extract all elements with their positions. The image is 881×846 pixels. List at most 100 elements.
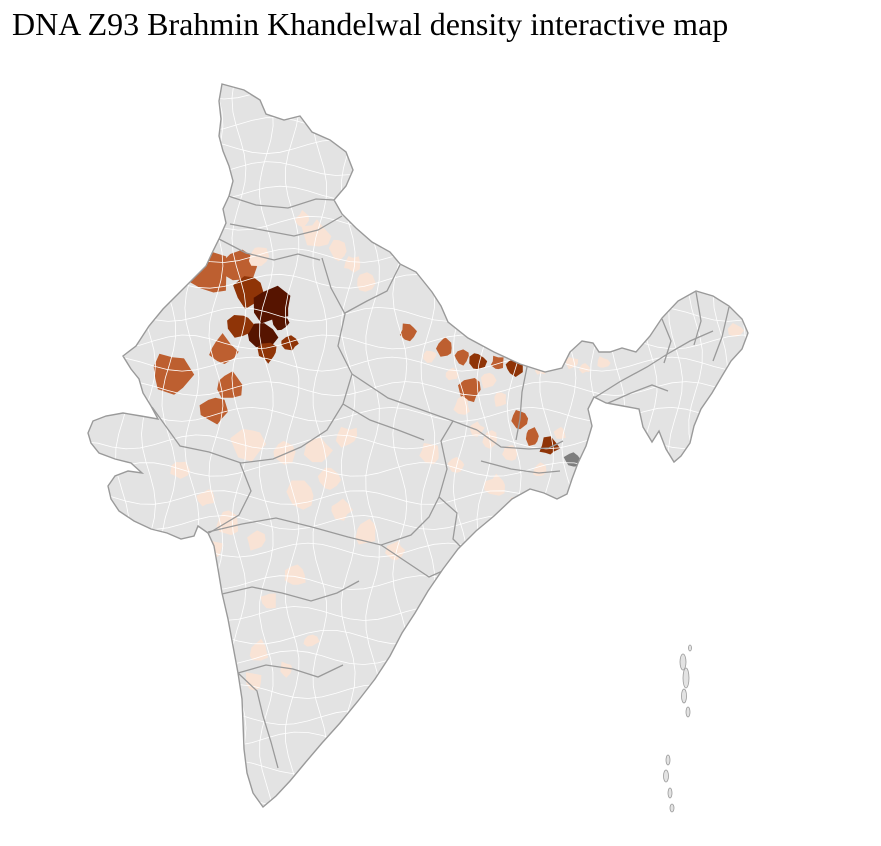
district-region[interactable] bbox=[469, 353, 488, 370]
state-border-line bbox=[712, 306, 730, 362]
india-landmass bbox=[88, 84, 748, 807]
district-border-line bbox=[88, 215, 748, 231]
district-border-line bbox=[88, 629, 748, 645]
district-border-line bbox=[88, 356, 748, 372]
district-border-line bbox=[88, 84, 748, 100]
district-border-line bbox=[88, 248, 748, 263]
district-border-line bbox=[88, 710, 748, 726]
district-border-line bbox=[590, 84, 605, 807]
district-region[interactable] bbox=[597, 356, 611, 368]
district-border-line bbox=[88, 185, 748, 201]
district-region[interactable] bbox=[480, 372, 497, 389]
district-region[interactable] bbox=[317, 467, 342, 490]
district-border-line bbox=[88, 117, 748, 132]
district-region[interactable] bbox=[303, 634, 320, 647]
district-region[interactable] bbox=[535, 361, 546, 375]
state-border-line bbox=[151, 257, 353, 464]
state-border-line bbox=[229, 215, 343, 237]
island[interactable] bbox=[663, 769, 669, 783]
district-region[interactable] bbox=[295, 210, 309, 228]
district-region[interactable] bbox=[249, 638, 269, 661]
island[interactable] bbox=[679, 653, 687, 671]
state-border-line bbox=[480, 460, 561, 474]
district-region[interactable] bbox=[502, 445, 518, 461]
state-border-line bbox=[380, 544, 448, 578]
district-region[interactable] bbox=[454, 349, 469, 366]
state-borders bbox=[151, 195, 730, 769]
island[interactable] bbox=[669, 803, 675, 813]
district-region[interactable] bbox=[284, 564, 306, 585]
state-border-line bbox=[476, 429, 564, 450]
island[interactable] bbox=[667, 787, 673, 799]
district-border-line bbox=[712, 84, 728, 807]
district-region[interactable] bbox=[727, 323, 745, 337]
district-region[interactable] bbox=[453, 395, 470, 415]
district-region[interactable] bbox=[230, 428, 267, 462]
district-region[interactable] bbox=[331, 498, 354, 521]
district-region[interactable] bbox=[227, 315, 254, 338]
district-region[interactable] bbox=[253, 285, 291, 324]
district-border-line bbox=[88, 161, 748, 176]
state-border-line bbox=[207, 496, 440, 546]
district-region[interactable] bbox=[280, 661, 293, 678]
district-region[interactable] bbox=[419, 443, 439, 465]
district-region[interactable] bbox=[260, 593, 276, 609]
island[interactable] bbox=[682, 667, 690, 689]
district-border-line bbox=[88, 406, 748, 422]
district-border-line bbox=[88, 334, 748, 350]
district-border-line bbox=[88, 684, 748, 699]
district-region[interactable] bbox=[484, 473, 505, 496]
district-region[interactable] bbox=[219, 249, 257, 281]
district-border-line bbox=[84, 815, 770, 829]
district-border-line bbox=[88, 650, 748, 666]
district-border-line bbox=[743, 84, 748, 807]
page-title: DNA Z93 Brahmin Khandelwal density inter… bbox=[12, 6, 729, 42]
state-border-line bbox=[661, 318, 672, 364]
district-border-line bbox=[610, 84, 626, 807]
state-border-line bbox=[605, 384, 669, 405]
district-border-line bbox=[88, 139, 748, 155]
district-border-line bbox=[88, 791, 748, 807]
district-region[interactable] bbox=[525, 427, 539, 446]
state-border-line bbox=[227, 195, 335, 209]
district-region[interactable] bbox=[247, 323, 279, 348]
district-border-line bbox=[284, 84, 300, 807]
india-outline bbox=[87, 83, 749, 809]
island[interactable] bbox=[665, 754, 671, 766]
district-region[interactable] bbox=[344, 256, 361, 273]
state-border-line bbox=[237, 664, 344, 678]
state-border-line bbox=[237, 672, 279, 769]
district-region[interactable] bbox=[547, 344, 562, 361]
district-border-line bbox=[88, 606, 748, 621]
state-border-line bbox=[221, 580, 360, 602]
district-region[interactable] bbox=[196, 489, 215, 507]
island[interactable] bbox=[688, 644, 692, 652]
district-region[interactable] bbox=[494, 392, 507, 407]
district-region[interactable] bbox=[492, 538, 507, 555]
district-region[interactable] bbox=[399, 323, 417, 342]
state-border-line bbox=[344, 264, 401, 314]
district-region[interactable] bbox=[436, 337, 452, 357]
district-region[interactable] bbox=[209, 333, 239, 364]
state-border-line bbox=[515, 361, 529, 441]
state-border-line bbox=[351, 373, 478, 431]
district-region[interactable] bbox=[578, 363, 590, 374]
district-border-line bbox=[688, 84, 703, 807]
district-region[interactable] bbox=[355, 518, 376, 545]
state-border-line bbox=[218, 238, 321, 261]
island[interactable] bbox=[681, 688, 687, 704]
district-region[interactable] bbox=[423, 350, 437, 363]
district-region[interactable] bbox=[247, 530, 266, 551]
district-region[interactable] bbox=[490, 355, 504, 370]
district-border-line bbox=[259, 84, 274, 807]
district-region[interactable] bbox=[539, 436, 561, 455]
district-region[interactable] bbox=[273, 440, 296, 465]
island[interactable] bbox=[685, 706, 691, 718]
district-region[interactable] bbox=[328, 239, 347, 262]
district-region[interactable] bbox=[301, 219, 332, 247]
andaman-nicobar-islands bbox=[663, 644, 692, 813]
district-region[interactable] bbox=[519, 520, 533, 537]
district-border-line bbox=[88, 731, 748, 747]
